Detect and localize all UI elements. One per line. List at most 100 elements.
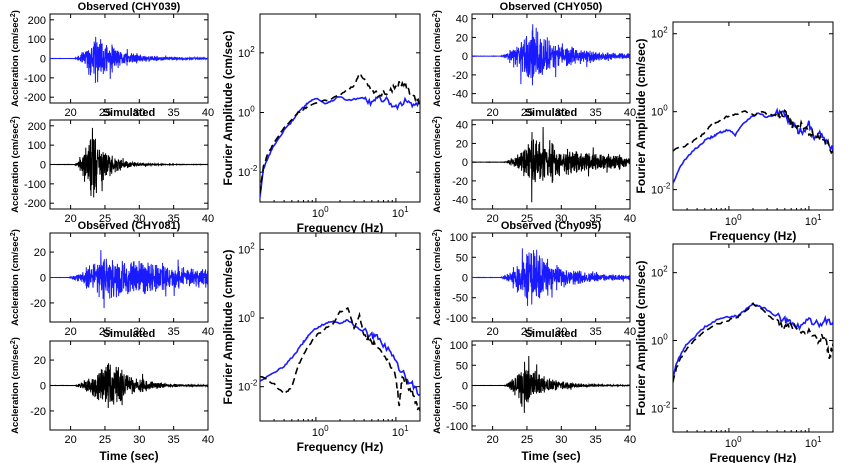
x-tick-label: 40 (624, 434, 636, 446)
y-axis-label: Accleration (cm/sec2) (432, 229, 444, 326)
series-line (50, 363, 208, 409)
x-tick-label: 35 (168, 107, 180, 119)
x-tick-label: 40 (624, 107, 636, 119)
x-tick-label: 100 (312, 424, 329, 439)
series-line (50, 127, 208, 198)
y-tick-label: 102 (651, 26, 668, 41)
series-line (472, 24, 630, 86)
y-tick-label: 100 (651, 104, 668, 119)
y-tick-label: 200 (28, 15, 46, 27)
x-tick-label: 25 (521, 326, 533, 338)
y-axis-label: Accleration (cm/sec2) (432, 116, 444, 213)
panel-title: Simulated (103, 107, 156, 119)
x-axis-label: Time (sec) (99, 449, 158, 463)
x-axis-label: Frequency (Hz) (710, 451, 797, 463)
x-tick-label: 100 (312, 205, 329, 220)
y-tick-label: -100 (24, 179, 46, 191)
x-tick-label: 20 (486, 107, 498, 119)
y-tick-label: 100 (238, 104, 255, 119)
x-tick-label: 20 (486, 213, 498, 225)
plot-frame (672, 243, 834, 433)
x-tick-label: 25 (521, 434, 533, 446)
y-tick-label: -40 (452, 89, 468, 101)
x-tick-label: 25 (99, 107, 111, 119)
y-axis-label: Fourier Amplitude (cm/sec) (221, 250, 235, 405)
y-axis-label: Fourier Amplitude (cm/sec) (634, 39, 648, 194)
y-tick-label: -20 (30, 298, 46, 310)
y-tick-label: 20 (34, 355, 46, 367)
x-tick-label: 30 (555, 434, 567, 446)
x-tick-label: 35 (168, 326, 180, 338)
y-tick-label: 10-2 (238, 164, 258, 179)
x-tick-label: 35 (590, 434, 602, 446)
y-axis-label: Accleration (cm/sec2) (432, 337, 444, 434)
panel-title: Observed (Chy095) (501, 220, 602, 232)
panel-title: Observed (CHY050) (500, 1, 603, 13)
x-tick-label: 35 (168, 213, 180, 225)
y-tick-label: 100 (28, 140, 46, 152)
y-tick-label: 0 (462, 51, 468, 63)
panel-chy050_obs: 20 25 30 35 40 -40 -20 0 20 40 Observed (CHY050) Ac… (432, 1, 637, 119)
y-tick-label: 0 (40, 273, 46, 285)
y-tick-label: -20 (30, 406, 46, 418)
x-axis-label: Frequency (Hz) (710, 229, 797, 243)
x-tick-label: 40 (624, 213, 636, 225)
panel-chy095_sim: 20 25 30 35 40 -100 -50 0 50 100 Simulated Time (se… (432, 328, 637, 463)
y-tick-label: 50 (456, 360, 468, 372)
x-tick-label: 101 (805, 213, 822, 228)
y-tick-label: 50 (456, 252, 468, 264)
panel-fas_chy050: 100 101 10-2 100 102 Frequency (Hz) Fourier Am… (634, 21, 834, 243)
y-tick-label: 0 (40, 381, 46, 393)
series-line (260, 306, 420, 411)
x-tick-label: 35 (168, 434, 180, 446)
x-tick-label: 101 (392, 205, 409, 220)
panel-chy039_sim: 20 25 30 35 40 -200 -100 0 100 200 Simulated Accler… (10, 107, 215, 225)
series-line (50, 250, 208, 309)
panel-chy050_sim: 20 25 30 35 40 -40 -20 0 20 40 Simulated Accleratio… (432, 107, 637, 225)
y-axis-label: Accleration (cm/sec2) (10, 116, 22, 213)
plot-frame (259, 13, 421, 203)
x-tick-label: 20 (64, 107, 76, 119)
y-tick-label: -20 (452, 70, 468, 82)
y-tick-label: 102 (238, 241, 255, 256)
x-tick-label: 35 (590, 326, 602, 338)
panel-title: Simulated (525, 107, 578, 119)
x-tick-label: 40 (202, 434, 214, 446)
x-tick-label: 35 (590, 213, 602, 225)
x-tick-label: 30 (555, 326, 567, 338)
x-tick-label: 25 (521, 107, 533, 119)
y-tick-label: -50 (452, 293, 468, 305)
y-tick-label: -100 (446, 313, 468, 325)
y-tick-label: -100 (24, 73, 46, 85)
x-tick-label: 40 (202, 213, 214, 225)
y-axis-label: Fourier Amplitude (cm/sec) (634, 261, 648, 416)
y-axis-label: Accleration (cm/sec2) (10, 337, 22, 434)
x-tick-label: 40 (624, 326, 636, 338)
x-tick-label: 25 (521, 213, 533, 225)
y-tick-label: -20 (452, 176, 468, 188)
x-tick-label: 40 (202, 326, 214, 338)
y-tick-label: 0 (40, 160, 46, 172)
y-axis-label: Fourier Amplitude (cm/sec) (221, 31, 235, 186)
x-axis-label: Time (sec) (521, 449, 580, 463)
x-tick-label: 30 (133, 434, 145, 446)
x-axis-label: Frequency (Hz) (297, 440, 384, 454)
x-tick-label: 20 (64, 326, 76, 338)
y-tick-label: -100 (446, 421, 468, 433)
panel-chy039_obs: 20 25 30 35 40 -200 -100 0 100 200 Observed (CHY03… (10, 1, 215, 119)
panel-fas_chy039: 100 101 10-2 100 102 Frequency (Hz) Fourier Am… (221, 13, 421, 235)
panel-chy095_obs: 20 25 30 35 40 -100 -50 0 50 100 Observed (Chy095)… (432, 220, 637, 338)
y-tick-label: -200 (24, 92, 46, 104)
y-tick-label: 100 (651, 332, 668, 347)
plot-frame (259, 232, 421, 422)
x-tick-label: 101 (392, 424, 409, 439)
panel-title: Observed (CHY039) (78, 1, 181, 13)
y-tick-label: 10-2 (238, 379, 258, 394)
series-line (260, 95, 420, 198)
y-tick-label: 200 (28, 121, 46, 133)
series-line (673, 302, 833, 383)
y-tick-label: 102 (238, 45, 255, 60)
y-tick-label: 100 (238, 310, 255, 325)
series-line (472, 127, 630, 203)
y-tick-label: 20 (34, 247, 46, 259)
